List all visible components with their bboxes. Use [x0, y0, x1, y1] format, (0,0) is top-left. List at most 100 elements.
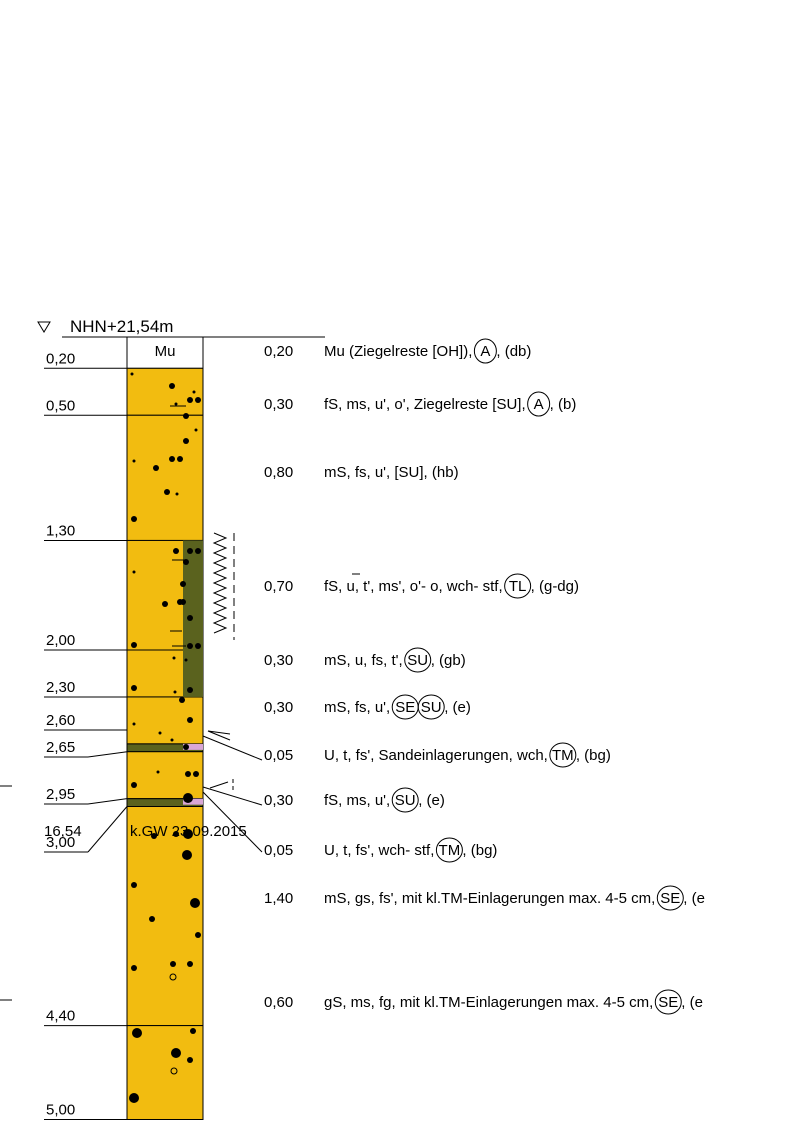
- layer-description: mS, fs, u',: [324, 699, 390, 716]
- layer-moisture: , (e): [444, 699, 471, 716]
- sand-grain-dot: [190, 1028, 196, 1034]
- layer-description: mS, fs, u', [SU], (hb): [324, 464, 459, 481]
- depth-label: 2,00: [46, 632, 75, 649]
- layer-moisture: , (g-dg): [531, 578, 579, 595]
- layer-3: [126, 414, 204, 541]
- sand-grain-dot: [170, 738, 174, 742]
- layer-thickness: 0,30: [264, 699, 293, 716]
- sand-grain-dot: [171, 1048, 181, 1058]
- soil-class-circle: [654, 989, 682, 1015]
- depth-label: 5,00: [46, 1102, 75, 1119]
- gravel-circle: [169, 973, 177, 981]
- depth-label: 2,60: [46, 712, 75, 729]
- soil-class-code: SE: [395, 699, 415, 716]
- sand-grain-dot: [151, 833, 157, 839]
- depth-label: 2,30: [46, 679, 75, 696]
- sand-grain-dot: [183, 744, 189, 750]
- layer-thickness: 0,30: [264, 396, 293, 413]
- soil-class-code: SE: [660, 890, 680, 907]
- sand-grain-dot: [192, 390, 196, 394]
- sand-grain-dot: [149, 916, 155, 922]
- layer-thickness: 0,05: [264, 842, 293, 859]
- sand-grain-dot: [195, 643, 201, 649]
- sand-grain-dot: [193, 771, 199, 777]
- soil-class-code: SU: [421, 699, 442, 716]
- sand-grain-dot: [173, 831, 179, 837]
- soil-class-circle: [391, 787, 419, 813]
- sand-grain-dot: [132, 459, 136, 463]
- sand-grain-dot: [187, 397, 193, 403]
- layer-description: mS, gs, fs', mit kl.TM-Einlagerungen max…: [324, 890, 655, 907]
- sand-grain-dot: [131, 516, 137, 522]
- sand-grain-dot: [187, 615, 193, 621]
- layer-moisture: , (e): [418, 792, 445, 809]
- layer-description: gS, ms, fg, mit kl.TM-Einlagerungen max.…: [324, 994, 653, 1011]
- lens-strip: [183, 798, 203, 805]
- sand-grain-dot: [177, 456, 183, 462]
- depth-label: 2,65: [46, 739, 75, 756]
- sand-grain-dot: [162, 601, 168, 607]
- soil-class-code: TM: [439, 842, 461, 859]
- layer-thickness: 0,80: [264, 464, 293, 481]
- layer-description: Mu (Ziegelreste [OH]),: [324, 343, 472, 360]
- layer-moisture: , (db): [496, 343, 531, 360]
- sand-grain-dot: [194, 428, 198, 432]
- sand-grain-dot: [179, 697, 185, 703]
- sand-grain-dot: [170, 961, 176, 967]
- soil-class-circle: [504, 573, 532, 599]
- soil-class-code: TM: [552, 747, 574, 764]
- layer-thickness: 0,70: [264, 578, 293, 595]
- sand-grain-dot: [195, 397, 201, 403]
- layer-10: [126, 806, 204, 1027]
- layer-moisture: , (gb): [431, 652, 466, 669]
- elevation-header: NHN+21,54m: [37, 317, 325, 338]
- depth-label: 2,95: [46, 786, 75, 803]
- sand-grain-dot: [174, 402, 178, 406]
- layer-11: [126, 1025, 204, 1120]
- sand-grain-dot: [173, 690, 177, 694]
- soil-class-circle: [527, 391, 551, 417]
- lens-indicators: [207, 730, 234, 790]
- sand-grain-dot: [131, 965, 137, 971]
- layer-description: mS, u, fs, t',: [324, 652, 403, 669]
- layer-description: U, t, fs', Sandeinlagerungen, wch,: [324, 747, 548, 764]
- sand-grain-dot: [132, 722, 136, 726]
- depth-label: 1,30: [46, 522, 75, 539]
- gravel-circle: [170, 1067, 178, 1075]
- soil-class-circle: [404, 647, 432, 673]
- sand-grain-dot: [183, 413, 189, 419]
- depth-label: 4,40: [46, 1008, 75, 1025]
- sand-grain-dot: [169, 383, 175, 389]
- layer-thickness: 0,30: [264, 792, 293, 809]
- soil-class-circle: [435, 837, 463, 863]
- depth-label: 3,00: [46, 834, 75, 851]
- sand-grain-dot: [156, 770, 160, 774]
- footer: 16,54 k.GW 23.09.2015: [44, 823, 247, 840]
- sand-grain-dot: [190, 898, 200, 908]
- soil-column: Mu: [126, 336, 204, 1120]
- sand-grain-dot: [187, 1057, 193, 1063]
- layer-thickness: 0,60: [264, 994, 293, 1011]
- sand-grain-dot: [131, 685, 137, 691]
- sand-grain-dot: [184, 658, 188, 662]
- sand-grain-dot: [131, 882, 137, 888]
- layer-thickness: 0,30: [264, 652, 293, 669]
- sand-grain-dot: [195, 548, 201, 554]
- soil-class-code: SU: [395, 792, 416, 809]
- sand-grain-dot: [169, 456, 175, 462]
- layer-description: U, t, fs', wch- stf,: [324, 842, 434, 859]
- sand-grain-dot: [132, 570, 136, 574]
- layer-thickness: 0,20: [264, 343, 293, 360]
- layer-8: [126, 751, 204, 800]
- sand-grain-dot: [175, 492, 179, 496]
- sand-grain-dot: [180, 581, 186, 587]
- sand-grain-dot: [187, 717, 193, 723]
- sand-grain-dot: [195, 932, 201, 938]
- soil-class-code: SU: [407, 652, 428, 669]
- soil-class-code: SE: [658, 994, 678, 1011]
- layer-thickness: 1,40: [264, 890, 293, 907]
- soil-class-circle: [417, 694, 445, 720]
- sand-grain-dot: [187, 643, 193, 649]
- soil-symbols: [129, 372, 201, 1103]
